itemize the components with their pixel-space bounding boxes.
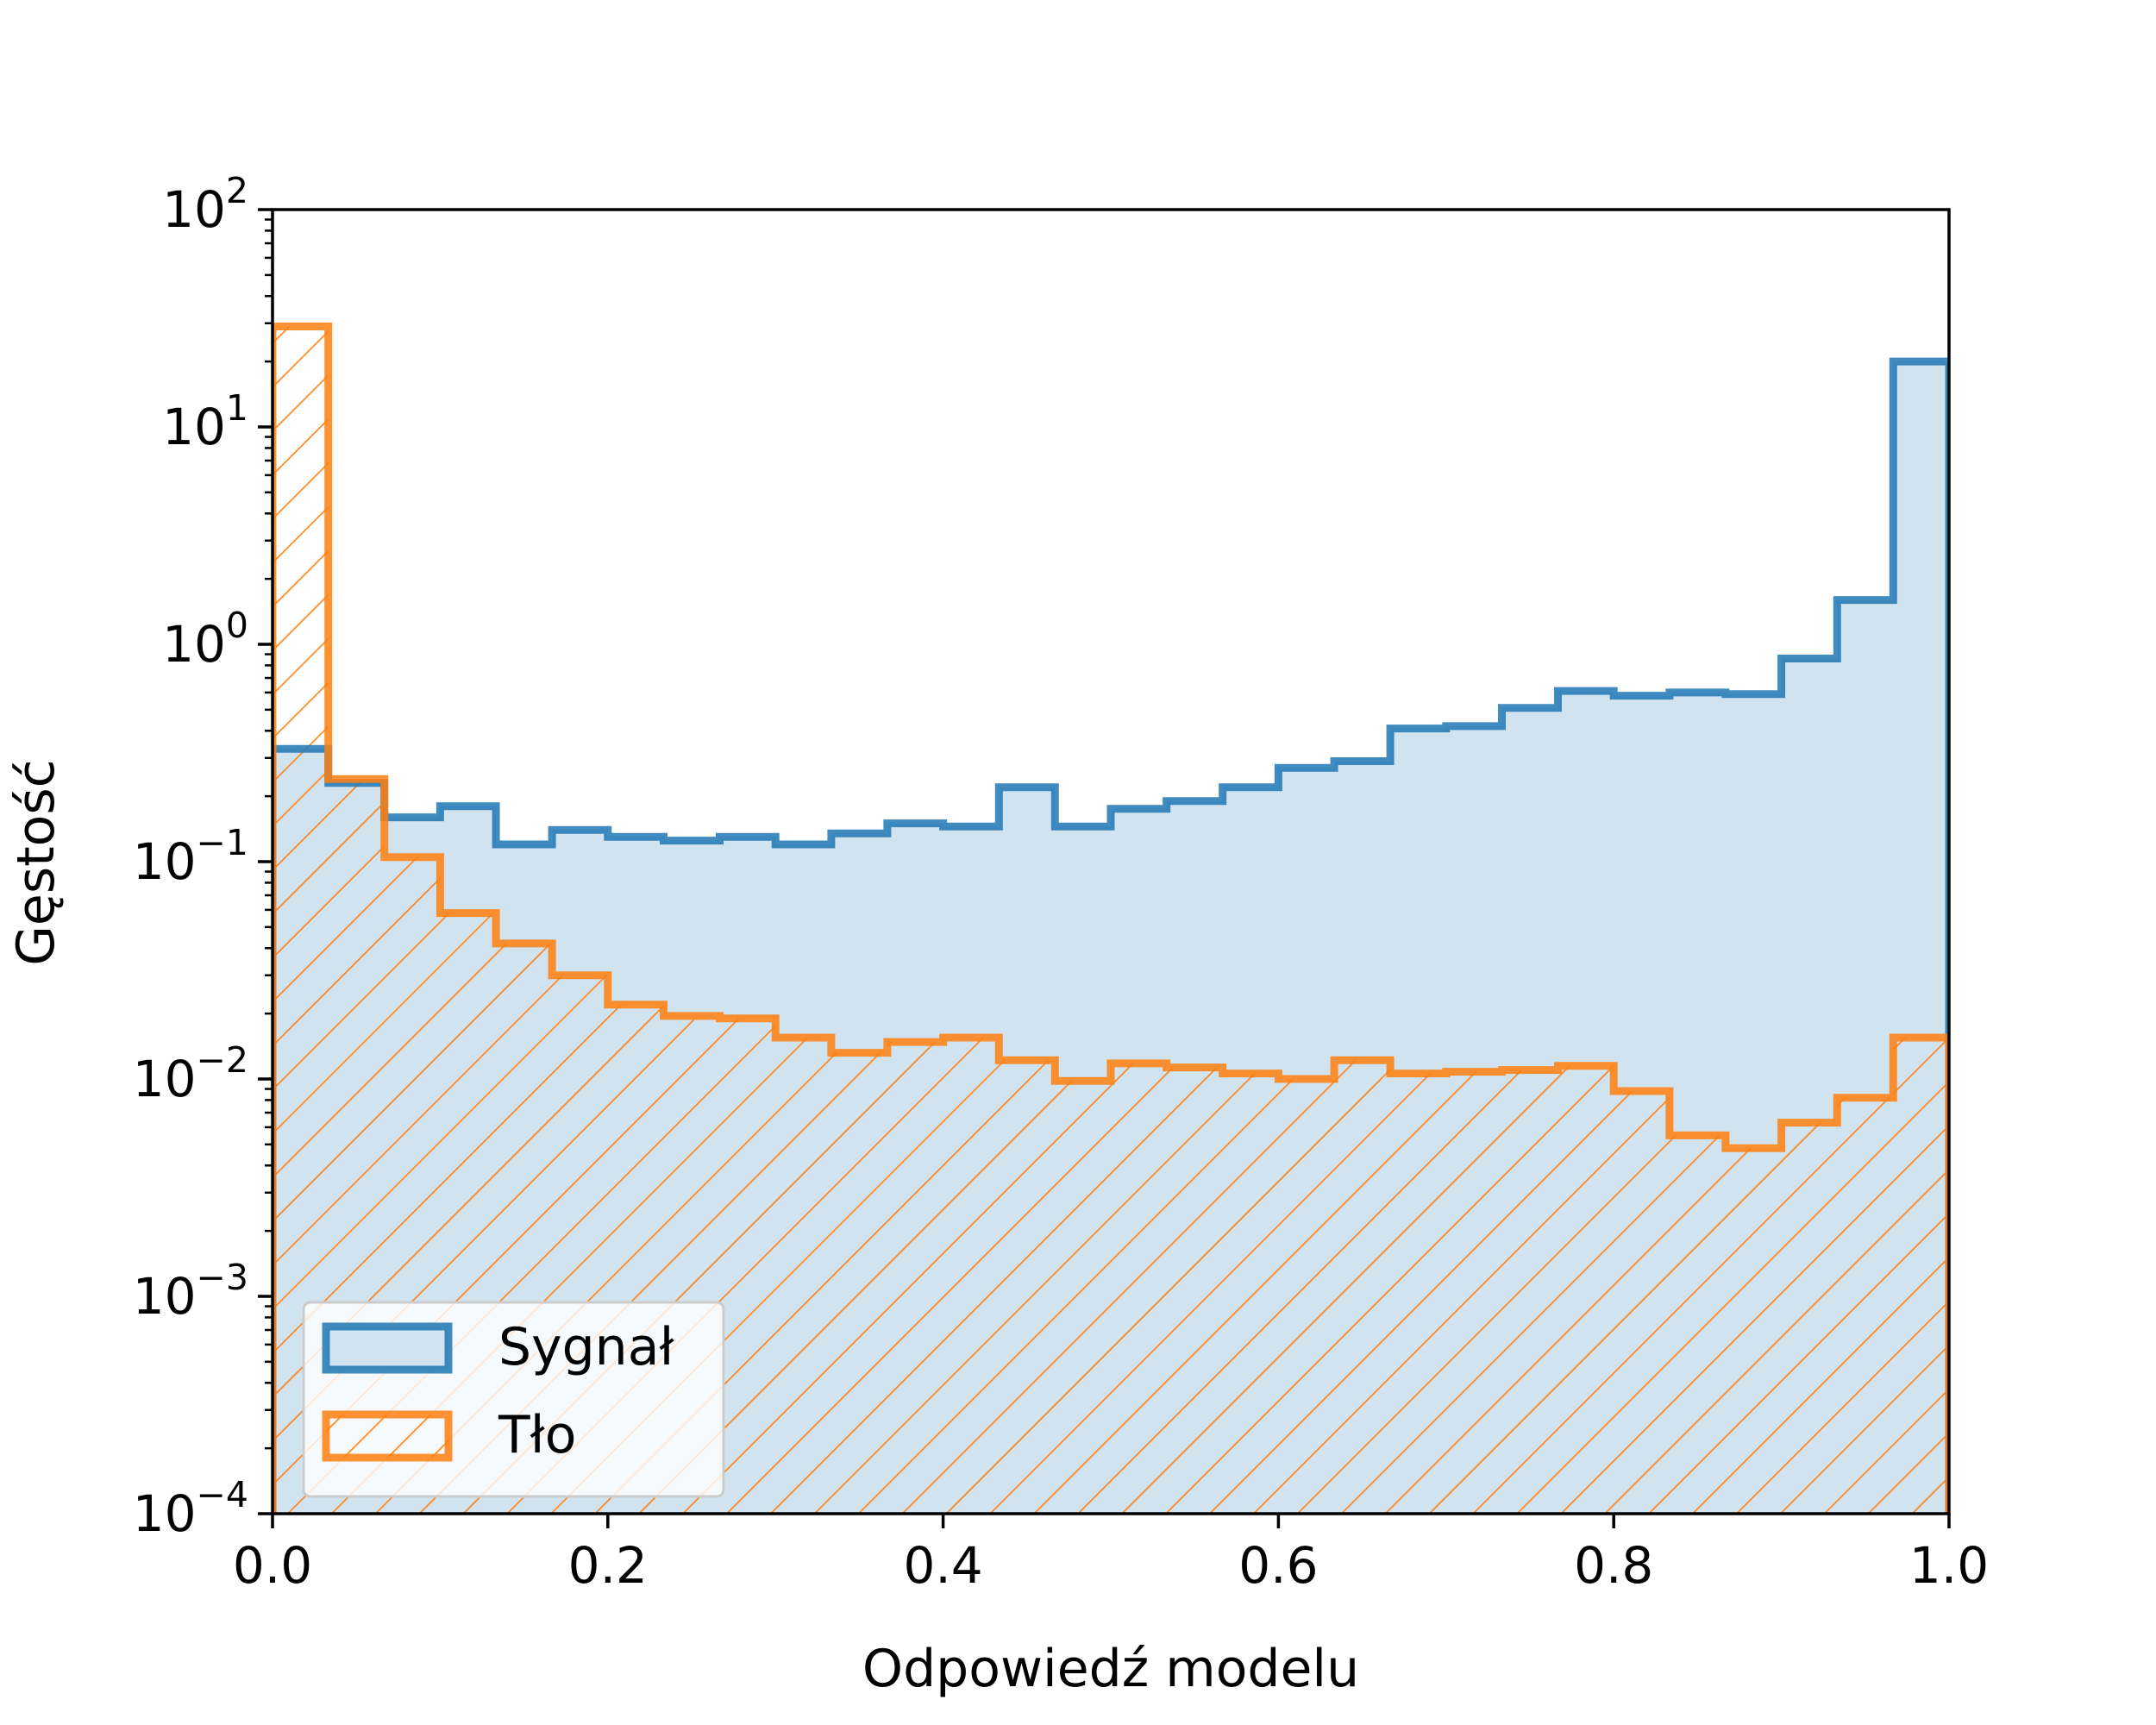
y-axis: 10−4 10−3 10−2 10−1 100 101 102 xyxy=(133,170,273,1543)
legend-label-background: Tło xyxy=(498,1405,576,1465)
x-tick-label: 1.0 xyxy=(1909,1536,1989,1595)
legend: Sygnał Tło xyxy=(302,1301,725,1498)
y-tick-label: 10−4 xyxy=(133,1474,248,1543)
legend-swatch-background xyxy=(322,1410,453,1462)
x-tick-label: 0.6 xyxy=(1238,1536,1318,1595)
series-layer xyxy=(273,323,1949,1514)
x-tick-label: 0.0 xyxy=(233,1536,312,1595)
x-tick-label: 0.4 xyxy=(903,1536,982,1595)
x-tick-label: 0.2 xyxy=(568,1536,648,1595)
background-hatch xyxy=(273,326,1949,1514)
x-axis: 0.0 0.2 0.4 0.6 0.8 1.0 xyxy=(233,1514,1989,1595)
y-tick-label: 101 xyxy=(162,387,248,456)
x-tick-label: 0.8 xyxy=(1574,1536,1653,1595)
y-tick-label: 10−3 xyxy=(133,1257,248,1326)
background-outline xyxy=(273,323,1949,1514)
legend-swatch-signal xyxy=(322,1322,453,1374)
signal-outline xyxy=(273,357,1949,1514)
y-axis-label: Gęstość xyxy=(6,759,66,965)
y-tick-label: 102 xyxy=(162,170,248,239)
x-axis-label: Odpowiedź modelu xyxy=(862,1639,1359,1699)
legend-label-signal: Sygnał xyxy=(498,1317,674,1377)
y-tick-label: 10−1 xyxy=(133,822,248,891)
y-tick-label: 100 xyxy=(162,605,248,674)
y-tick-label: 10−2 xyxy=(133,1039,248,1108)
